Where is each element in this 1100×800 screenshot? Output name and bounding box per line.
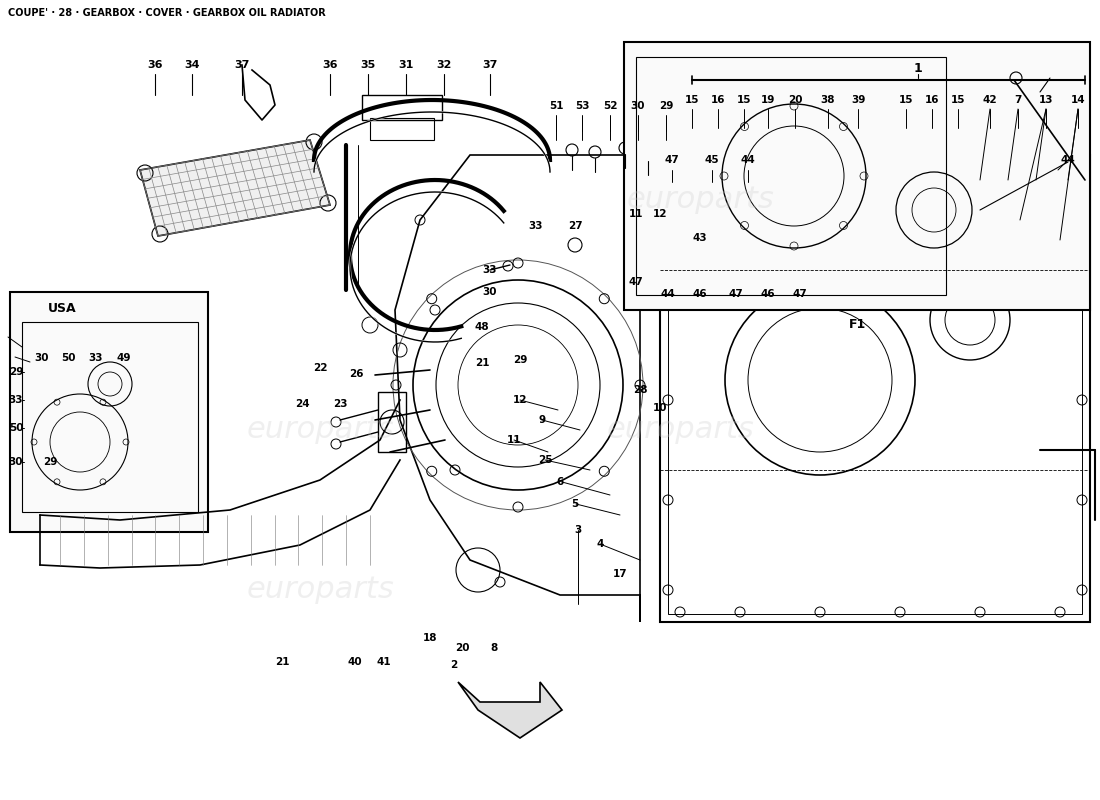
- Text: 30: 30: [630, 101, 646, 111]
- Text: 17: 17: [613, 569, 627, 579]
- Bar: [624, 42, 1090, 310]
- Text: 30: 30: [483, 287, 497, 297]
- Text: 44: 44: [740, 155, 756, 165]
- Text: europarts: europarts: [246, 575, 394, 605]
- Text: 53: 53: [574, 101, 590, 111]
- Text: 1: 1: [914, 62, 923, 74]
- Text: 30: 30: [35, 353, 50, 363]
- Text: 47: 47: [728, 289, 744, 299]
- Text: 43: 43: [693, 233, 707, 243]
- Text: 11: 11: [629, 209, 644, 219]
- Text: 6: 6: [557, 477, 563, 487]
- Text: 34: 34: [185, 60, 200, 70]
- Bar: [10, 292, 208, 532]
- Text: 11: 11: [507, 435, 521, 445]
- Text: 15: 15: [684, 95, 700, 105]
- Bar: [22, 322, 198, 512]
- Text: 47: 47: [664, 155, 680, 165]
- Text: 26: 26: [349, 369, 363, 379]
- Text: 51: 51: [549, 101, 563, 111]
- Text: 15: 15: [737, 95, 751, 105]
- Text: 28: 28: [632, 385, 647, 395]
- Text: 42: 42: [982, 95, 998, 105]
- Bar: [378, 392, 406, 452]
- Text: 36: 36: [147, 60, 163, 70]
- Text: 5: 5: [571, 499, 579, 509]
- Text: 46: 46: [761, 289, 776, 299]
- Text: 32: 32: [437, 60, 452, 70]
- Text: 40: 40: [348, 657, 362, 667]
- Text: 33: 33: [483, 265, 497, 275]
- Text: 7: 7: [1014, 95, 1022, 105]
- Text: 13: 13: [1038, 95, 1054, 105]
- Bar: [362, 95, 442, 120]
- Text: 39: 39: [850, 95, 866, 105]
- Text: 20: 20: [788, 95, 802, 105]
- Text: 33: 33: [529, 221, 543, 231]
- Text: 2: 2: [450, 660, 458, 670]
- Text: 30: 30: [9, 457, 23, 467]
- Text: 15: 15: [950, 95, 966, 105]
- Text: 45: 45: [705, 155, 719, 165]
- Polygon shape: [140, 140, 330, 236]
- Text: 25: 25: [538, 455, 552, 465]
- Text: 27: 27: [568, 221, 582, 231]
- Text: 29: 29: [43, 457, 57, 467]
- Text: 36: 36: [322, 60, 338, 70]
- Text: 52: 52: [603, 101, 617, 111]
- Text: 29: 29: [659, 101, 673, 111]
- Text: 20: 20: [454, 643, 470, 653]
- Text: 18: 18: [422, 633, 438, 643]
- Text: 24: 24: [295, 399, 309, 409]
- Text: 21: 21: [475, 358, 490, 368]
- Text: USA: USA: [47, 302, 76, 314]
- Text: 47: 47: [793, 289, 807, 299]
- Bar: [675, 163, 874, 185]
- Bar: [660, 155, 1090, 622]
- Text: 21: 21: [275, 657, 289, 667]
- Text: 37: 37: [482, 60, 497, 70]
- Text: 16: 16: [711, 95, 725, 105]
- Text: 19: 19: [761, 95, 776, 105]
- Text: 22: 22: [312, 363, 328, 373]
- Text: europarts: europarts: [626, 186, 774, 214]
- Text: europarts: europarts: [246, 415, 394, 445]
- Text: 23: 23: [332, 399, 348, 409]
- Text: 29: 29: [513, 355, 527, 365]
- Text: 41: 41: [376, 657, 392, 667]
- Text: 38: 38: [821, 95, 835, 105]
- Bar: [636, 57, 946, 295]
- Text: 48: 48: [475, 322, 490, 332]
- Text: 33: 33: [89, 353, 103, 363]
- Text: 46: 46: [693, 289, 707, 299]
- Text: 4: 4: [596, 539, 604, 549]
- Text: 8: 8: [491, 643, 497, 653]
- Text: 33: 33: [9, 395, 23, 405]
- Text: 10: 10: [652, 403, 668, 413]
- Text: 9: 9: [538, 415, 546, 425]
- Text: 12: 12: [652, 209, 668, 219]
- Text: 16: 16: [925, 95, 939, 105]
- Text: 29: 29: [9, 367, 23, 377]
- Text: 37: 37: [234, 60, 250, 70]
- Text: 12: 12: [513, 395, 527, 405]
- Bar: [370, 118, 434, 140]
- Polygon shape: [458, 682, 562, 738]
- Text: 15: 15: [899, 95, 913, 105]
- Text: 3: 3: [574, 525, 582, 535]
- Text: 50: 50: [9, 423, 23, 433]
- Text: COUPE' · 28 · GEARBOX · COVER · GEARBOX OIL RADIATOR: COUPE' · 28 · GEARBOX · COVER · GEARBOX …: [8, 8, 326, 18]
- Text: 44: 44: [661, 289, 675, 299]
- Text: 35: 35: [361, 60, 375, 70]
- Text: 47: 47: [628, 277, 643, 287]
- Text: 49: 49: [117, 353, 131, 363]
- Text: 44: 44: [1060, 155, 1076, 165]
- Text: europarts: europarts: [606, 415, 754, 445]
- Text: F1: F1: [848, 318, 866, 330]
- Bar: [668, 163, 1082, 614]
- Text: 31: 31: [398, 60, 414, 70]
- Text: 50: 50: [60, 353, 75, 363]
- Text: 14: 14: [1070, 95, 1086, 105]
